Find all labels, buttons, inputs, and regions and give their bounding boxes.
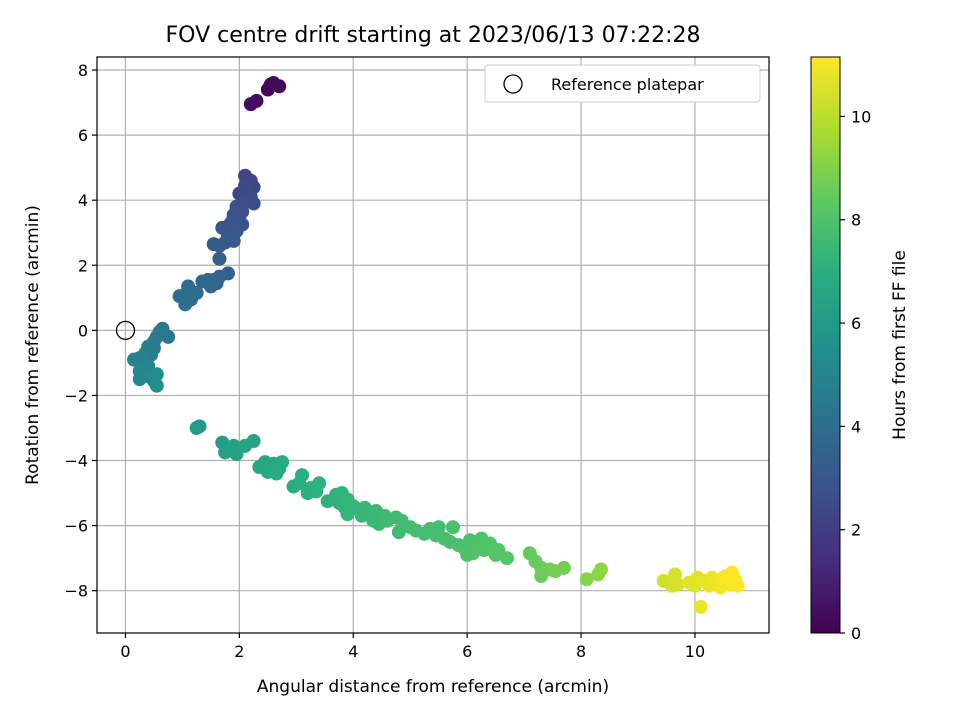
colorbar-gradient (810, 56, 841, 634)
y-tick-label: 6 (78, 126, 88, 145)
data-point (730, 578, 745, 593)
y-tick-label: 0 (78, 321, 88, 340)
grid (97, 57, 769, 633)
legend: Reference platepar (484, 64, 761, 103)
data-point (275, 455, 290, 470)
y-tick-label: 2 (78, 256, 88, 275)
y-axis-label: Rotation from reference (arcmin) (23, 205, 43, 485)
y-tick-label: 4 (78, 191, 88, 210)
data-point (391, 525, 406, 540)
data-point (431, 520, 446, 535)
data-point (206, 237, 221, 252)
data-point (693, 599, 708, 614)
legend-marker-reference (503, 74, 523, 94)
data-point (445, 520, 460, 535)
x-axis-ticks: 0 2 4 6 8 10 (120, 633, 705, 661)
data-point (579, 572, 594, 587)
data-point (203, 279, 218, 294)
x-tick-label: 0 (120, 642, 130, 661)
data-point (272, 79, 287, 94)
colorbar-tick-label: 4 (851, 417, 861, 436)
reference-marker (115, 320, 136, 341)
y-tick-label: −2 (64, 386, 88, 405)
data-point (192, 419, 207, 434)
legend-label-reference: Reference platepar (551, 75, 704, 94)
data-point (212, 251, 227, 266)
colorbar-ticks: 0 2 4 6 8 10 (840, 107, 871, 643)
x-tick-label: 10 (685, 642, 705, 661)
data-point (269, 466, 284, 481)
data-point (719, 569, 734, 584)
colorbar-tick-label: 0 (851, 624, 861, 643)
data-point (594, 562, 608, 577)
legend-box (484, 64, 761, 103)
data-point (132, 372, 147, 387)
x-tick-label: 4 (348, 642, 358, 661)
x-tick-label: 2 (234, 642, 244, 661)
colorbar-tick-label: 6 (851, 314, 861, 333)
data-point (149, 378, 164, 393)
y-tick-label: −4 (64, 452, 88, 471)
colorbar-tick-label: 8 (851, 211, 861, 230)
colorbar-tick-label: 2 (851, 521, 861, 540)
plot-frame (96, 56, 770, 634)
data-point (295, 468, 310, 483)
data-point (312, 476, 327, 491)
y-tick-label: 8 (78, 61, 88, 80)
reference-platepar-point (115, 320, 136, 341)
y-tick-label: −6 (64, 517, 88, 536)
y-tick-label: −8 (64, 582, 88, 601)
data-point (556, 560, 571, 575)
data-point (249, 93, 264, 108)
x-axis-label: Angular distance from reference (arcmin) (257, 677, 609, 697)
data-point (500, 551, 515, 566)
data-point (246, 434, 261, 448)
data-point (670, 577, 685, 592)
y-axis-ticks: −8 −6 −4 −2 0 2 4 6 8 (64, 61, 97, 601)
colorbar-label: Hours from first FF file (890, 250, 910, 440)
x-tick-label: 6 (462, 642, 472, 661)
colorbar-tick-label: 10 (851, 107, 871, 126)
chart-title: FOV centre drift starting at 2023/06/13 … (166, 23, 701, 48)
x-tick-label: 8 (576, 642, 586, 661)
data-points (127, 76, 745, 614)
data-point (178, 297, 193, 312)
colorbar: 0 2 4 6 8 10 Hours from first FF file (810, 56, 910, 643)
